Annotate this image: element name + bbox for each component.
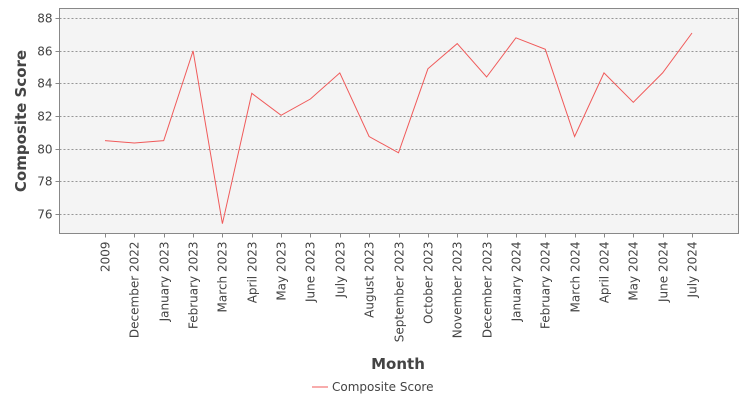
x-tick-label: April 2024 <box>598 242 612 304</box>
x-tick-label: April 2023 <box>246 242 260 304</box>
x-tick-label: February 2024 <box>539 242 553 330</box>
x-tick-label: July 2024 <box>686 242 700 299</box>
gridlines <box>59 18 739 215</box>
y-axis-title: Composite Score <box>12 50 30 192</box>
x-tick-label: March 2024 <box>569 242 583 313</box>
x-tick-label: March 2023 <box>216 242 230 313</box>
x-tick-label: May 2023 <box>275 242 289 301</box>
x-tick-label: May 2024 <box>627 242 641 301</box>
x-tick-label: August 2023 <box>363 242 377 318</box>
y-tick-label: 86 <box>37 45 52 59</box>
y-tick-label: 80 <box>37 143 52 157</box>
y-tick-label: 76 <box>37 208 52 222</box>
plot-area <box>59 8 739 234</box>
x-axis-title: Month <box>371 355 425 373</box>
x-tick-label: December 2023 <box>481 242 495 339</box>
x-tick-label: 2009 <box>99 242 113 273</box>
x-tick-label: September 2023 <box>393 242 407 343</box>
legend: Composite Score <box>312 380 433 394</box>
y-tick-label: 84 <box>37 77 52 91</box>
x-tick-label: June 2024 <box>657 242 671 304</box>
x-tick-label: October 2023 <box>422 242 436 324</box>
x-tick-label: July 2023 <box>334 242 348 299</box>
x-tick-label: January 2024 <box>510 242 524 323</box>
y-tick-label: 88 <box>37 12 52 26</box>
legend-label: Composite Score <box>332 380 433 394</box>
x-tick-label: December 2022 <box>128 242 142 339</box>
y-tick-label: 78 <box>37 175 52 189</box>
y-tick-label: 82 <box>37 110 52 124</box>
x-axis: 2009 December 2022 January 2023 February 20… <box>99 233 700 343</box>
x-tick-label: June 2023 <box>304 242 318 304</box>
x-tick-label: November 2023 <box>451 242 465 339</box>
x-tick-label: January 2023 <box>158 242 172 323</box>
series-line <box>104 32 693 224</box>
x-tick-label: February 2023 <box>187 242 201 330</box>
y-axis: 76 78 80 82 84 86 88 <box>37 12 60 222</box>
